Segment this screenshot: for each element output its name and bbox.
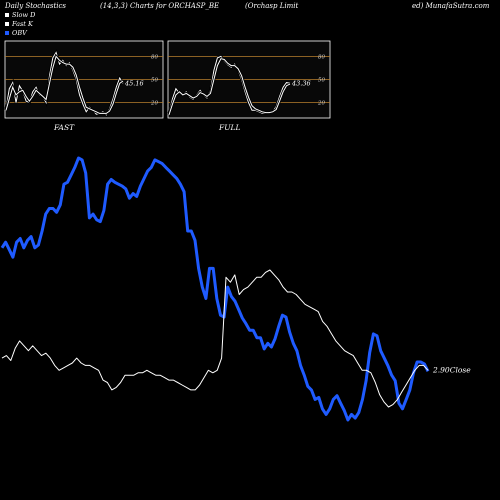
full-panel-title: FULL xyxy=(218,123,241,132)
full-tick-label: 80 xyxy=(318,54,325,60)
legend-label: Fast K xyxy=(12,20,33,28)
obv-series-line xyxy=(0,156,430,422)
legend-item-slow-d: Slow D xyxy=(5,11,35,19)
legend-item-fast-k: Fast K xyxy=(5,20,33,28)
header-title-1: Daily Stochastics xyxy=(5,2,67,10)
full-series-line xyxy=(168,58,291,116)
header-title-3: (Orchasp Limit xyxy=(245,2,299,10)
fast-tick-label: 20 xyxy=(150,101,158,107)
fast-tick-label: 50 xyxy=(151,78,158,84)
fast-tick-label: 80 xyxy=(151,54,158,60)
legend-label: OBV xyxy=(12,29,27,37)
full-tick-label: 20 xyxy=(317,101,325,107)
full-tick-label: 50 xyxy=(318,78,325,84)
legend-swatch xyxy=(5,13,9,17)
header-title-2: (14,3,3) Charts for ORCHASP_BE xyxy=(100,2,220,10)
close-price-label: 2.90Close xyxy=(432,365,471,374)
fast-last-value: 45.16 xyxy=(124,79,144,87)
legend-swatch xyxy=(5,22,9,26)
close-series-line xyxy=(1,269,429,408)
legend-label: Slow D xyxy=(12,11,36,19)
legend-swatch xyxy=(5,31,9,35)
full-last-value: 43.36 xyxy=(291,79,311,87)
fast-panel-title: FAST xyxy=(53,123,75,132)
legend-item-obv: OBV xyxy=(5,29,27,37)
fast-series-line xyxy=(5,55,124,114)
header-title-4: ed) MunafaSutra.com xyxy=(412,2,490,10)
